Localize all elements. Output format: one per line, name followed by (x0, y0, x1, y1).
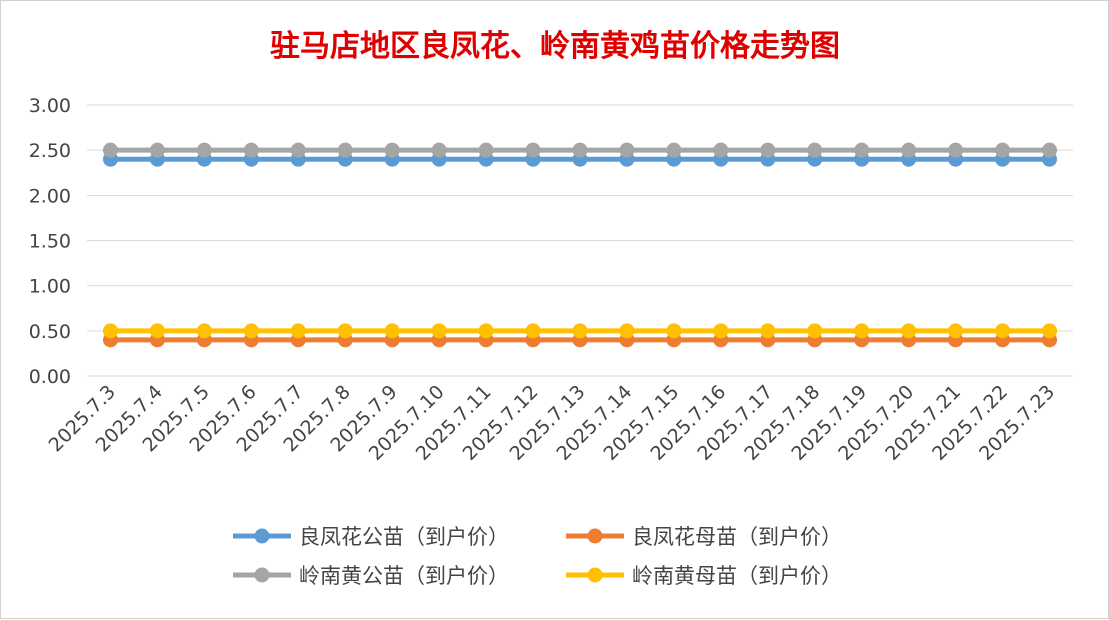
legend-label: 岭南黄母苗（到户价） (632, 564, 842, 588)
data-point (478, 323, 494, 339)
data-point (854, 142, 870, 158)
data-point (337, 323, 353, 339)
legend-swatch-marker (254, 567, 270, 583)
y-tick-label: 2.50 (29, 140, 71, 162)
data-point (431, 142, 447, 158)
data-point (102, 323, 118, 339)
y-axis: 0.00 0.50 1.00 1.50 2.00 2.50 3.00 (29, 95, 71, 388)
legend-label: 岭南黄公苗（到户价） (299, 564, 509, 588)
x-axis: 2025.7.32025.7.42025.7.52025.7.62025.7.7… (45, 381, 1059, 465)
y-tick-label: 0.00 (29, 366, 71, 388)
legend-swatch-marker (254, 528, 270, 544)
legend-swatch-marker (587, 528, 603, 544)
legend: 良凤花公苗（到户价） 良凤花母苗（到户价） 岭南黄公苗（到户价） 岭南黄母苗（到户价） (233, 525, 842, 588)
data-point (243, 142, 259, 158)
y-tick-label: 2.00 (29, 185, 71, 207)
chart-title: 驻马店地区良凤花、岭南黄鸡苗价格走势图 (270, 29, 840, 64)
data-point (290, 142, 306, 158)
legend-item: 良凤花公苗（到户价） (233, 525, 509, 549)
y-tick-label: 3.00 (29, 95, 71, 117)
data-point (1042, 323, 1058, 339)
data-point (572, 142, 588, 158)
series-lines (102, 142, 1058, 348)
legend-item: 良凤花母苗（到户价） (566, 525, 842, 549)
data-point (619, 142, 635, 158)
legend-item: 岭南黄母苗（到户价） (566, 564, 842, 588)
data-point (572, 323, 588, 339)
data-point (431, 323, 447, 339)
data-point (196, 142, 212, 158)
data-point (995, 142, 1011, 158)
data-point (901, 323, 917, 339)
data-point (149, 323, 165, 339)
data-point (948, 142, 964, 158)
legend-item: 岭南黄公苗（到户价） (233, 564, 509, 588)
data-point (525, 323, 541, 339)
data-point (102, 142, 118, 158)
data-point (337, 142, 353, 158)
data-point (854, 323, 870, 339)
data-point (760, 323, 776, 339)
data-point (807, 323, 823, 339)
data-point (243, 323, 259, 339)
data-point (713, 142, 729, 158)
data-point (807, 142, 823, 158)
series-2 (102, 142, 1058, 158)
data-point (619, 323, 635, 339)
data-point (384, 323, 400, 339)
legend-label: 良凤花公苗（到户价） (299, 525, 509, 549)
data-point (760, 142, 776, 158)
data-point (196, 323, 212, 339)
data-point (290, 323, 306, 339)
data-point (149, 142, 165, 158)
y-tick-label: 1.00 (29, 276, 71, 298)
legend-swatch-marker (587, 567, 603, 583)
data-point (713, 323, 729, 339)
data-point (666, 323, 682, 339)
y-tick-label: 0.50 (29, 321, 71, 343)
data-point (666, 142, 682, 158)
data-point (525, 142, 541, 158)
data-point (384, 142, 400, 158)
data-point (948, 323, 964, 339)
data-point (1042, 142, 1058, 158)
legend-label: 良凤花母苗（到户价） (632, 525, 842, 549)
data-point (478, 142, 494, 158)
data-point (995, 323, 1011, 339)
series-3 (102, 323, 1058, 339)
data-point (901, 142, 917, 158)
y-tick-label: 1.50 (29, 231, 71, 253)
